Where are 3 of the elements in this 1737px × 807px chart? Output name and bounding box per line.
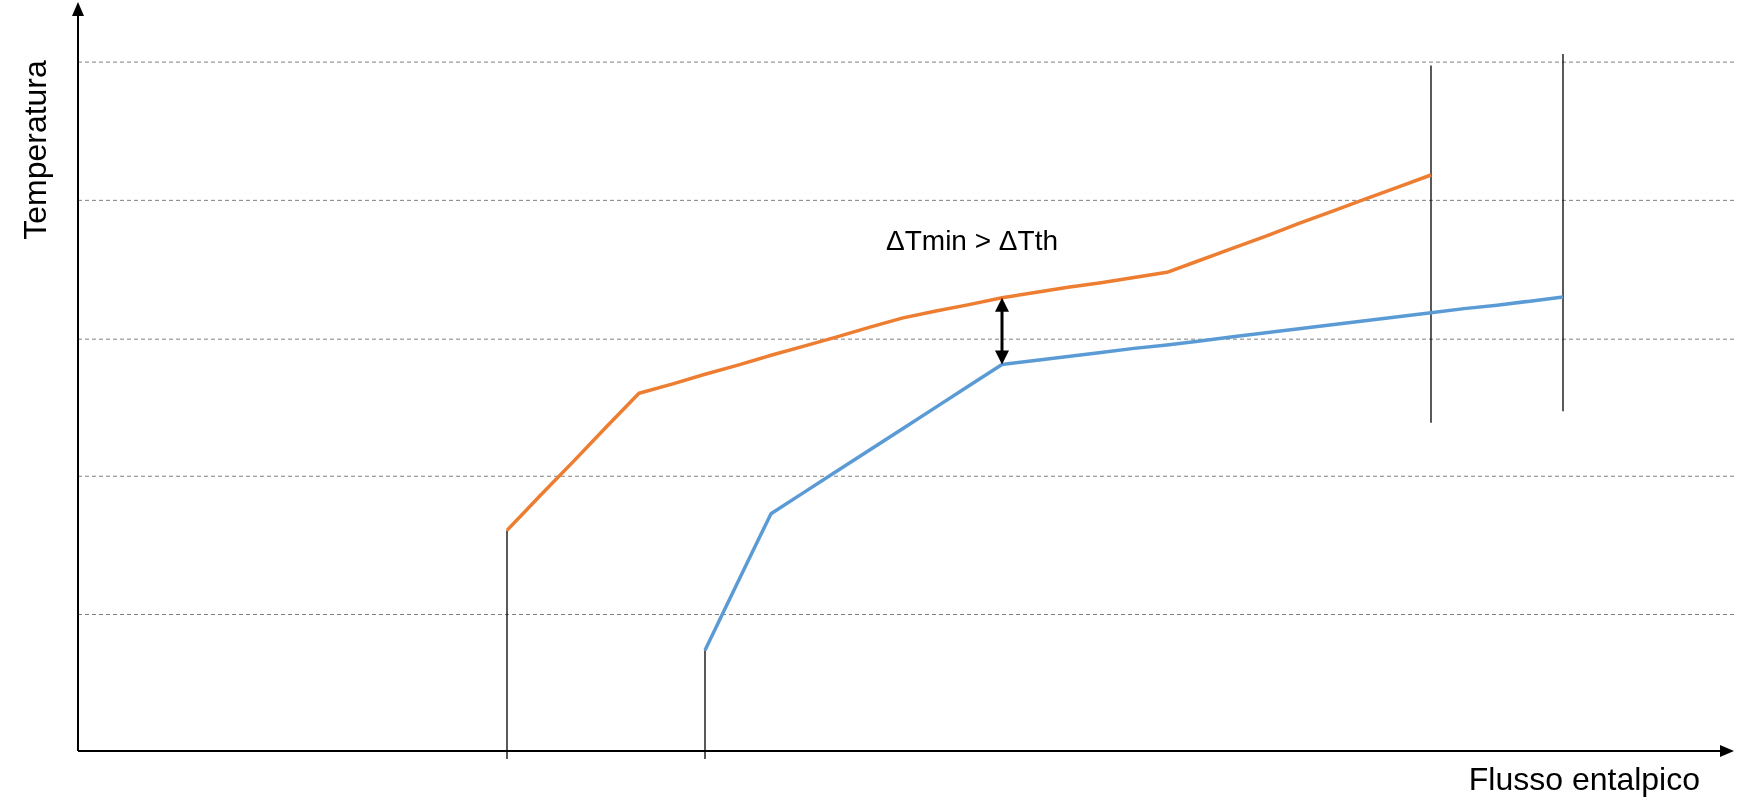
x-axis-title: Flusso entalpico: [1468, 761, 1700, 797]
y-axis-title: Temperatura: [17, 59, 53, 240]
annotation: ΔTmin > ΔTth: [886, 224, 1058, 256]
